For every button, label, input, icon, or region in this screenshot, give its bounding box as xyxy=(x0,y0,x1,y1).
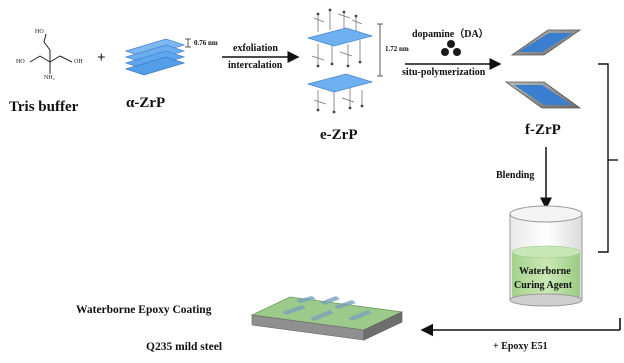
coating-label: Waterborne Epoxy Coating xyxy=(76,304,212,316)
epoxy-label: + Epoxy E51 xyxy=(493,341,548,352)
tris-buffer-label: Tris buffer xyxy=(9,99,79,115)
curing-agent-label-line2: Curing Agent xyxy=(514,280,573,291)
e-zrp-label: e-ZrP xyxy=(320,127,358,143)
exfoliation-label: exfoliation xyxy=(233,43,278,54)
steel-label: Q235 mild steel xyxy=(146,341,223,353)
tris-oh-top-label: HO xyxy=(35,29,44,35)
alpha-zrp-stack xyxy=(124,38,186,76)
curing-agent-label-line1: Waterborne xyxy=(519,266,571,277)
f-zrp-sheet-top xyxy=(510,29,582,56)
tris-nh2-label: NH₂ xyxy=(44,75,55,81)
dopamine-dots xyxy=(441,40,461,56)
alpha-zrp-label: α-ZrP xyxy=(126,95,166,111)
epoxy-return-arrow xyxy=(420,318,621,337)
blending-label: Blending xyxy=(496,170,535,181)
alpha-thickness-label: 0.76 nm xyxy=(194,39,218,47)
f-zrp-sheet-bottom xyxy=(504,81,582,109)
e-zrp-structure xyxy=(306,8,374,114)
e-thickness-bracket xyxy=(377,23,383,77)
dopamine-label: dopamine（DA） xyxy=(412,29,489,40)
f-zrp-label: f-ZrP xyxy=(525,122,561,138)
e-thickness-label: 1.72 nm xyxy=(385,45,409,53)
alpha-thickness-bracket xyxy=(185,38,191,48)
curing-agent-beaker xyxy=(509,205,583,307)
process-bracket xyxy=(598,63,618,253)
tris-oh-left-label: HO xyxy=(16,59,25,65)
situ-polymerization-label: situ-polymerization xyxy=(402,67,486,78)
intercalation-label: intercalation xyxy=(228,60,283,71)
plus-sign: + xyxy=(97,50,106,66)
tris-oh-right-label: OH xyxy=(74,59,83,65)
tris-molecule xyxy=(29,33,73,74)
coated-steel-plate xyxy=(250,296,404,341)
